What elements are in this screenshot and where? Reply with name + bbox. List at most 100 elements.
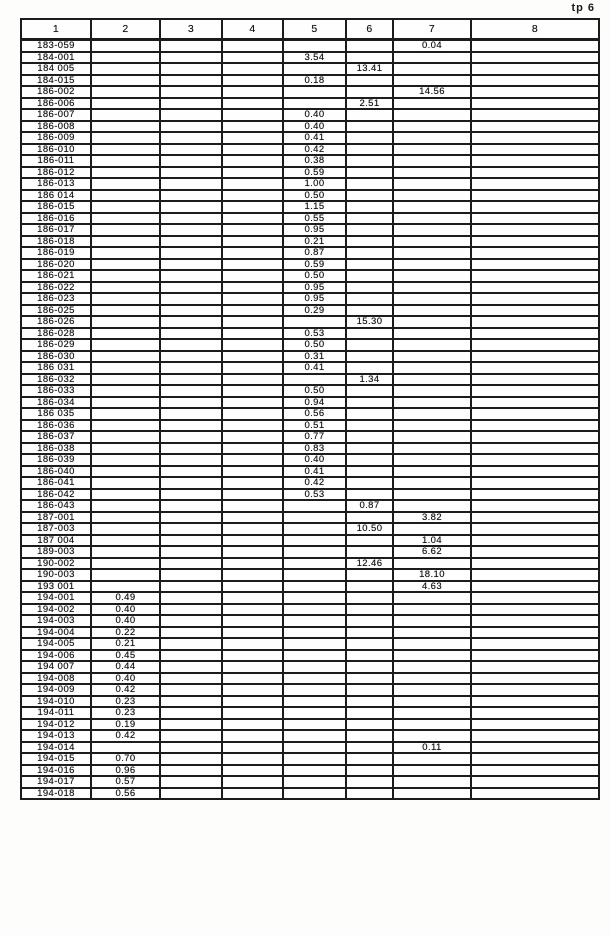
row-id-cell: 194-002 xyxy=(20,602,92,616)
value-cell xyxy=(345,119,394,133)
value-cell xyxy=(470,568,600,582)
value-cell xyxy=(470,671,600,685)
value-cell xyxy=(282,683,347,697)
value-cell xyxy=(159,315,223,329)
value-cell xyxy=(221,464,284,478)
value-cell xyxy=(470,602,600,616)
value-cell xyxy=(392,683,472,697)
value-cell xyxy=(221,683,284,697)
value-cell xyxy=(470,591,600,605)
value-cell xyxy=(221,73,284,87)
value-cell xyxy=(392,671,472,685)
value-cell: 0.38 xyxy=(282,154,347,168)
row-id-cell: 186-018 xyxy=(20,234,92,248)
value-cell xyxy=(392,142,472,156)
value-cell xyxy=(392,602,472,616)
value-cell xyxy=(159,119,223,133)
value-cell: 0.18 xyxy=(282,73,347,87)
value-cell xyxy=(470,73,600,87)
value-cell xyxy=(90,522,161,536)
value-cell xyxy=(470,637,600,651)
value-cell xyxy=(90,246,161,260)
value-cell xyxy=(159,568,223,582)
row-id-cell: 194-013 xyxy=(20,729,92,743)
value-cell xyxy=(159,188,223,202)
value-cell xyxy=(90,487,161,501)
value-cell xyxy=(90,476,161,490)
value-cell xyxy=(392,269,472,283)
value-cell xyxy=(221,338,284,352)
row-id-cell: 194-001 xyxy=(20,591,92,605)
value-cell xyxy=(159,476,223,490)
value-cell xyxy=(392,614,472,628)
row-id-cell: 186-043 xyxy=(20,499,92,513)
row-id-cell: 186-012 xyxy=(20,165,92,179)
value-cell xyxy=(159,464,223,478)
value-cell xyxy=(90,384,161,398)
value-cell xyxy=(345,326,394,340)
value-cell xyxy=(470,119,600,133)
value-cell xyxy=(221,303,284,317)
value-cell: 0.51 xyxy=(282,418,347,432)
value-cell xyxy=(90,223,161,237)
value-cell xyxy=(392,487,472,501)
value-cell: 0.40 xyxy=(90,614,161,628)
value-cell: 0.42 xyxy=(282,476,347,490)
value-cell xyxy=(159,407,223,421)
value-cell xyxy=(470,683,600,697)
value-cell: 0.40 xyxy=(90,671,161,685)
value-cell xyxy=(282,740,347,754)
table-row: 186-043 0.87 xyxy=(20,499,600,513)
value-cell xyxy=(345,269,394,283)
table-row: 194-001 0.49 xyxy=(20,591,600,605)
value-cell xyxy=(470,38,600,53)
value-cell xyxy=(470,533,600,547)
table-row: 194-006 0.45 xyxy=(20,648,600,662)
value-cell xyxy=(90,372,161,386)
table-row: 194-003 0.40 xyxy=(20,614,600,628)
value-cell xyxy=(470,464,600,478)
value-cell xyxy=(159,775,223,789)
value-cell xyxy=(392,73,472,87)
value-cell: 0.59 xyxy=(282,165,347,179)
value-cell xyxy=(392,211,472,225)
table-row: 186 031 0.41 xyxy=(20,361,600,375)
value-cell xyxy=(221,131,284,145)
value-cell xyxy=(221,637,284,651)
row-id-cell: 184-015 xyxy=(20,73,92,87)
value-cell xyxy=(345,211,394,225)
value-cell xyxy=(90,453,161,467)
value-cell xyxy=(221,292,284,306)
value-cell xyxy=(90,177,161,191)
value-cell xyxy=(221,510,284,524)
value-cell xyxy=(470,441,600,455)
value-cell xyxy=(221,361,284,375)
value-cell xyxy=(470,418,600,432)
row-id-cell: 186-032 xyxy=(20,372,92,386)
value-cell xyxy=(345,303,394,317)
row-id-cell: 186-038 xyxy=(20,441,92,455)
value-cell: 0.57 xyxy=(90,775,161,789)
table-row: 186-028 0.53 xyxy=(20,326,600,340)
table-row: 193 001 4.63 xyxy=(20,579,600,593)
value-cell xyxy=(345,73,394,87)
value-cell xyxy=(90,568,161,582)
value-cell xyxy=(470,108,600,122)
table-row: 186-007 0.40 xyxy=(20,108,600,122)
value-cell xyxy=(221,96,284,110)
value-cell xyxy=(470,614,600,628)
value-cell xyxy=(470,257,600,271)
value-cell: 13.41 xyxy=(345,62,394,76)
value-cell xyxy=(221,717,284,731)
value-cell xyxy=(221,533,284,547)
value-cell xyxy=(159,418,223,432)
value-cell xyxy=(345,533,394,547)
value-cell xyxy=(345,131,394,145)
table-row: 186 035 0.56 xyxy=(20,407,600,421)
value-cell xyxy=(345,775,394,789)
row-id-cell: 186 031 xyxy=(20,361,92,375)
value-cell xyxy=(470,625,600,639)
value-cell xyxy=(90,200,161,214)
value-cell xyxy=(159,269,223,283)
value-cell xyxy=(221,522,284,536)
